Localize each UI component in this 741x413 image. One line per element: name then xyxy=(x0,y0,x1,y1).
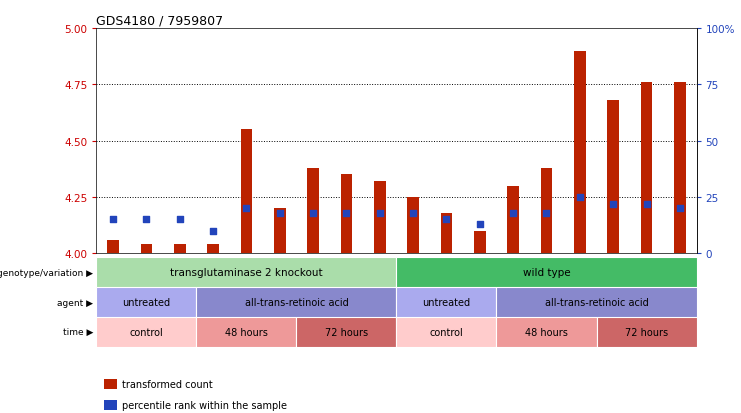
Bar xyxy=(296,317,396,347)
Point xyxy=(674,205,685,212)
Bar xyxy=(408,197,419,254)
Bar xyxy=(104,400,117,410)
Bar xyxy=(508,186,519,254)
Point xyxy=(107,216,119,223)
Bar xyxy=(396,317,496,347)
Bar xyxy=(308,168,319,254)
Text: 48 hours: 48 hours xyxy=(525,327,568,337)
Bar xyxy=(96,317,196,347)
Text: 72 hours: 72 hours xyxy=(325,327,368,337)
Point xyxy=(640,201,652,207)
Text: percentile rank within the sample: percentile rank within the sample xyxy=(122,400,288,410)
Text: all-trans-retinoic acid: all-trans-retinoic acid xyxy=(545,297,648,307)
Point xyxy=(173,216,185,223)
Point xyxy=(507,210,519,216)
Text: genotype/variation ▶: genotype/variation ▶ xyxy=(0,268,93,277)
Point xyxy=(307,210,319,216)
Text: transformed count: transformed count xyxy=(122,379,213,389)
Point xyxy=(240,205,252,212)
Point xyxy=(607,201,619,207)
Text: control: control xyxy=(430,327,463,337)
Text: 48 hours: 48 hours xyxy=(225,327,268,337)
Bar xyxy=(496,317,597,347)
Bar xyxy=(174,244,185,254)
Text: agent ▶: agent ▶ xyxy=(57,298,93,307)
Point xyxy=(540,210,552,216)
Bar xyxy=(196,317,296,347)
Point xyxy=(273,210,285,216)
Text: untreated: untreated xyxy=(122,297,170,307)
Text: wild type: wild type xyxy=(522,268,571,278)
Point xyxy=(340,210,352,216)
Bar xyxy=(104,379,117,389)
Bar xyxy=(274,209,285,254)
Bar xyxy=(474,231,485,254)
Point xyxy=(407,210,419,216)
Bar xyxy=(207,244,219,254)
Bar xyxy=(674,83,685,254)
Point xyxy=(373,210,385,216)
Text: untreated: untreated xyxy=(422,297,471,307)
Point xyxy=(140,216,152,223)
Bar xyxy=(541,168,552,254)
Bar xyxy=(107,240,119,254)
Bar xyxy=(641,83,652,254)
Bar xyxy=(96,287,196,317)
Bar xyxy=(396,258,697,287)
Bar xyxy=(574,51,585,254)
Bar xyxy=(241,130,252,254)
Text: time ▶: time ▶ xyxy=(63,328,93,337)
Bar xyxy=(441,213,452,254)
Bar xyxy=(374,182,385,254)
Bar xyxy=(96,258,396,287)
Bar xyxy=(141,244,152,254)
Bar xyxy=(341,175,352,254)
Text: GDS4180 / 7959807: GDS4180 / 7959807 xyxy=(96,15,224,28)
Bar xyxy=(608,101,619,254)
Point xyxy=(440,216,452,223)
Bar xyxy=(496,287,697,317)
Point xyxy=(574,194,585,201)
Text: all-trans-retinoic acid: all-trans-retinoic acid xyxy=(245,297,348,307)
Bar xyxy=(597,317,697,347)
Bar xyxy=(196,287,396,317)
Text: control: control xyxy=(130,327,163,337)
Point xyxy=(473,221,485,228)
Text: transglutaminase 2 knockout: transglutaminase 2 knockout xyxy=(170,268,322,278)
Point xyxy=(207,228,219,235)
Bar xyxy=(396,287,496,317)
Text: 72 hours: 72 hours xyxy=(625,327,668,337)
